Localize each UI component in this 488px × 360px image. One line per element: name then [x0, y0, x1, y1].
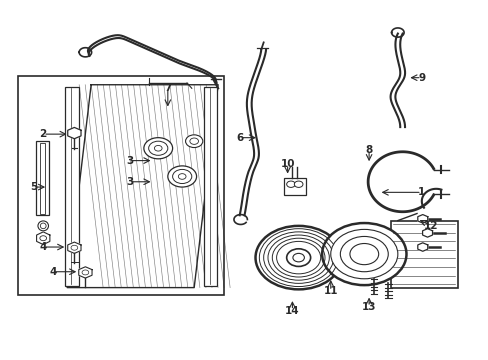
- Bar: [41, 143, 45, 213]
- Text: 3: 3: [125, 177, 133, 187]
- Circle shape: [340, 237, 387, 272]
- Bar: [18, 76, 224, 294]
- Polygon shape: [422, 229, 432, 237]
- Text: 13: 13: [361, 302, 376, 312]
- Circle shape: [143, 138, 172, 159]
- Polygon shape: [417, 215, 427, 223]
- Circle shape: [255, 226, 341, 289]
- Text: 7: 7: [164, 83, 171, 93]
- Circle shape: [154, 145, 162, 151]
- Circle shape: [185, 135, 203, 148]
- Polygon shape: [68, 242, 81, 253]
- Text: 3: 3: [125, 156, 133, 166]
- Circle shape: [330, 229, 397, 279]
- Text: 11: 11: [323, 286, 337, 296]
- Polygon shape: [417, 243, 427, 251]
- Ellipse shape: [38, 221, 48, 231]
- Bar: [203, 86, 217, 286]
- Bar: [36, 141, 49, 215]
- Circle shape: [349, 243, 378, 265]
- Text: 2: 2: [40, 129, 47, 139]
- Circle shape: [292, 253, 304, 262]
- Circle shape: [172, 170, 191, 184]
- Text: 5: 5: [30, 182, 37, 192]
- Bar: [64, 86, 79, 286]
- Circle shape: [148, 141, 167, 155]
- Text: 6: 6: [236, 133, 243, 143]
- Bar: [390, 221, 457, 288]
- Text: 4: 4: [49, 267, 57, 277]
- Circle shape: [286, 249, 310, 266]
- Text: 12: 12: [423, 221, 438, 231]
- Polygon shape: [79, 267, 92, 278]
- Text: 4: 4: [40, 242, 47, 252]
- Text: 10: 10: [280, 159, 294, 169]
- Bar: [284, 178, 305, 195]
- Text: 8: 8: [365, 145, 372, 155]
- Text: 1: 1: [417, 187, 425, 197]
- Text: 14: 14: [285, 306, 299, 315]
- Circle shape: [286, 181, 295, 188]
- Polygon shape: [37, 232, 50, 244]
- Polygon shape: [68, 127, 81, 139]
- Circle shape: [178, 174, 185, 179]
- Circle shape: [322, 223, 406, 285]
- Circle shape: [294, 181, 303, 188]
- Text: 9: 9: [417, 73, 425, 83]
- Circle shape: [167, 166, 196, 187]
